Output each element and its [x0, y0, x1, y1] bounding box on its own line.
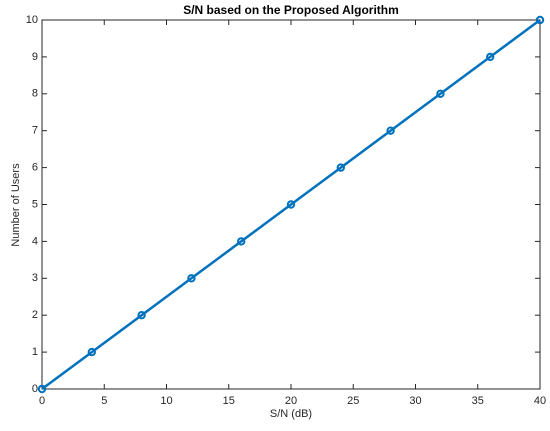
data-point: [336, 163, 345, 172]
x-tick-label: 5: [101, 395, 107, 407]
x-tick-label: 15: [223, 395, 235, 407]
chart-title: S/N based on the Proposed Algorithm: [183, 3, 399, 17]
y-tick-label: 2: [32, 309, 38, 321]
y-tick-label: 10: [26, 14, 38, 26]
data-point: [37, 384, 47, 394]
x-tick-label: 20: [285, 395, 297, 407]
x-tick-label: 0: [39, 395, 45, 407]
x-tick-label: 30: [409, 395, 421, 407]
data-line: [41, 18, 541, 391]
y-tick-label: 5: [32, 198, 38, 210]
x-tick-label: 35: [472, 395, 484, 407]
data-point: [535, 15, 545, 25]
data-point: [486, 52, 495, 62]
y-tick-label: 0: [32, 383, 38, 395]
x-axis-label: S/N (dB): [270, 408, 312, 420]
y-tick-label: 3: [32, 272, 38, 284]
data-point: [386, 126, 395, 135]
y-tick-label: 7: [32, 125, 38, 137]
y-tick-label: 4: [32, 235, 38, 247]
data-point: [286, 200, 296, 209]
data-point: [237, 237, 246, 246]
x-tick-label: 25: [347, 395, 359, 407]
data-point: [137, 311, 146, 320]
y-tick-label: 8: [32, 88, 38, 100]
y-tick-label: 6: [32, 162, 38, 174]
data-point: [436, 89, 445, 99]
x-tick-label: 10: [160, 395, 172, 407]
y-axis-label: Number of Users: [10, 163, 22, 247]
x-tick-label: 40: [534, 395, 546, 407]
data-point: [187, 274, 196, 283]
y-tick-label: 1: [32, 346, 38, 358]
data-point: [87, 347, 97, 357]
y-tick-label: 9: [32, 51, 38, 63]
